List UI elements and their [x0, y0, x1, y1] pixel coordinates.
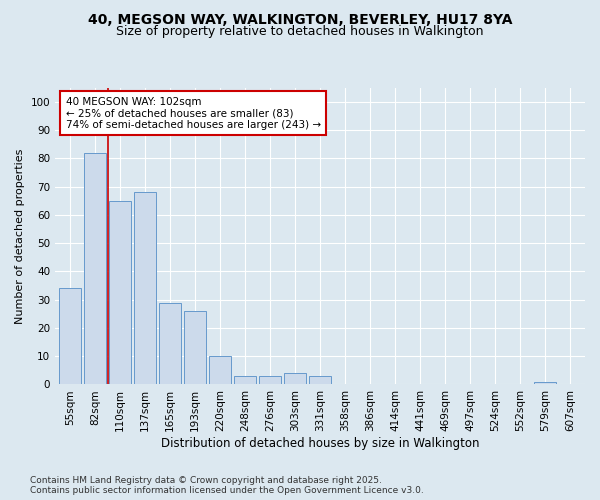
Text: 40, MEGSON WAY, WALKINGTON, BEVERLEY, HU17 8YA: 40, MEGSON WAY, WALKINGTON, BEVERLEY, HU…: [88, 12, 512, 26]
Y-axis label: Number of detached properties: Number of detached properties: [15, 148, 25, 324]
Bar: [310, 376, 331, 384]
Text: 40 MEGSON WAY: 102sqm
← 25% of detached houses are smaller (83)
74% of semi-deta: 40 MEGSON WAY: 102sqm ← 25% of detached …: [65, 96, 321, 130]
Bar: [235, 376, 256, 384]
Bar: [85, 153, 106, 384]
Bar: [134, 192, 155, 384]
Bar: [259, 376, 281, 384]
X-axis label: Distribution of detached houses by size in Walkington: Distribution of detached houses by size …: [161, 437, 479, 450]
Text: Size of property relative to detached houses in Walkington: Size of property relative to detached ho…: [116, 25, 484, 38]
Bar: [160, 302, 181, 384]
Bar: [209, 356, 230, 384]
Bar: [109, 201, 131, 384]
Text: Contains public sector information licensed under the Open Government Licence v3: Contains public sector information licen…: [30, 486, 424, 495]
Bar: [535, 382, 556, 384]
Text: Contains HM Land Registry data © Crown copyright and database right 2025.: Contains HM Land Registry data © Crown c…: [30, 476, 382, 485]
Bar: [59, 288, 80, 384]
Bar: [184, 311, 206, 384]
Bar: [284, 373, 305, 384]
